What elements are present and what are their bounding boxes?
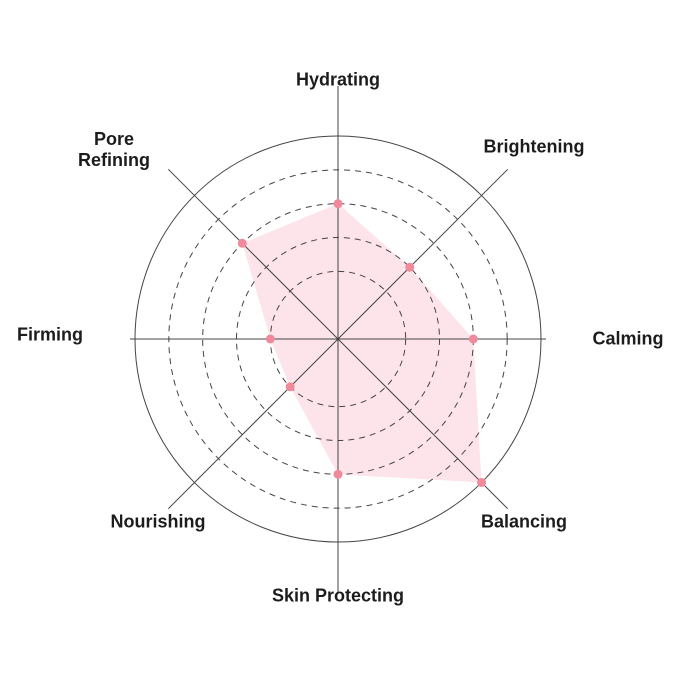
axis-label-nourishing: Nourishing bbox=[110, 511, 206, 532]
axis-label-hydrating: Hydrating bbox=[295, 69, 381, 90]
axis-label-brightening: Brightening bbox=[483, 136, 585, 157]
data-point-firming bbox=[265, 334, 275, 344]
axis-label-calming: Calming bbox=[592, 328, 664, 349]
data-point-brightening bbox=[405, 262, 415, 272]
data-point-calming bbox=[468, 334, 478, 344]
data-point-hydrating bbox=[333, 199, 343, 209]
data-area bbox=[242, 203, 482, 483]
data-point-balancing bbox=[477, 478, 487, 488]
axis-label-balancing: Balancing bbox=[480, 511, 568, 532]
data-point-pore-refining bbox=[237, 238, 247, 248]
axis-line-brightening bbox=[337, 168, 509, 340]
axis-label-skin-protecting: Skin Protecting bbox=[271, 585, 405, 606]
data-point-nourishing bbox=[285, 382, 295, 392]
axis-label-pore-refining: Pore Refining bbox=[78, 129, 150, 170]
axis-label-firming: Firming bbox=[17, 324, 83, 345]
data-point-skin-protecting bbox=[333, 469, 343, 479]
axis-line-pore-refining bbox=[167, 168, 339, 340]
axis-line-nourishing bbox=[167, 338, 339, 510]
